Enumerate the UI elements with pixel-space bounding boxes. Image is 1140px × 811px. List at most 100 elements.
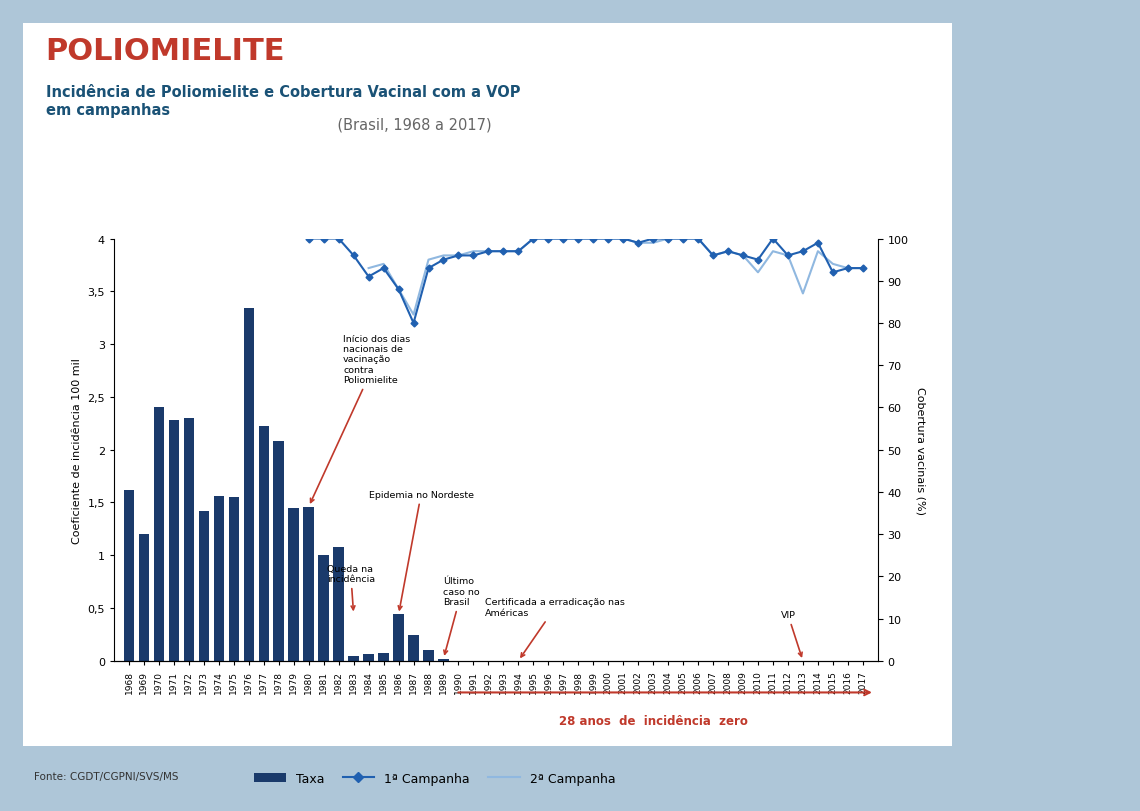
Text: (Brasil, 1968 a 2017): (Brasil, 1968 a 2017) — [46, 118, 491, 132]
Y-axis label: Coeficiente de incidência 100 mil: Coeficiente de incidência 100 mil — [72, 358, 82, 543]
2ª Campanha — [556, 234, 570, 244]
Bar — [333, 547, 344, 661]
Text: Início dos dias
nacionais de
vacinação
contra
Poliomielite: Início dos dias nacionais de vacinação c… — [310, 334, 410, 503]
Legend: Taxa, 1ª Campanha, 2ª Campanha: Taxa, 1ª Campanha, 2ª Campanha — [250, 766, 620, 790]
2ª Campanha — [512, 247, 526, 257]
Bar — [288, 508, 299, 661]
1ª Campanha — [392, 285, 406, 294]
2ª Campanha — [497, 247, 511, 257]
Bar — [169, 421, 179, 661]
Line: 1ª Campanha: 1ª Campanha — [307, 237, 865, 326]
2ª Campanha — [661, 234, 675, 244]
1ª Campanha — [466, 251, 480, 261]
1ª Campanha — [332, 234, 345, 244]
Line: 2ª Campanha: 2ª Campanha — [368, 239, 863, 315]
2ª Campanha — [437, 251, 450, 261]
1ª Campanha — [451, 251, 465, 261]
1ª Campanha — [361, 272, 375, 282]
1ª Campanha — [376, 264, 390, 273]
1ª Campanha — [317, 234, 331, 244]
1ª Campanha — [826, 268, 840, 278]
2ª Campanha — [796, 290, 809, 299]
1ª Campanha — [796, 247, 809, 257]
1ª Campanha — [422, 264, 435, 273]
Bar — [349, 655, 359, 661]
1ª Campanha — [586, 234, 600, 244]
1ª Campanha — [856, 264, 870, 273]
Y-axis label: Cobertura vacinais (%): Cobertura vacinais (%) — [915, 386, 926, 514]
Bar — [139, 534, 149, 661]
2ª Campanha — [481, 247, 495, 257]
2ª Campanha — [676, 234, 690, 244]
2ª Campanha — [722, 247, 735, 257]
2ª Campanha — [466, 247, 480, 257]
1ª Campanha — [661, 234, 675, 244]
1ª Campanha — [811, 238, 824, 248]
2ª Campanha — [751, 268, 765, 278]
Bar — [438, 659, 449, 661]
Bar — [318, 556, 329, 661]
Bar — [303, 507, 314, 661]
1ª Campanha — [736, 251, 750, 261]
2ª Campanha — [856, 264, 870, 273]
Bar — [393, 615, 404, 661]
Bar — [244, 309, 254, 661]
1ª Campanha — [481, 247, 495, 257]
1ª Campanha — [407, 319, 421, 328]
1ª Campanha — [676, 234, 690, 244]
2ª Campanha — [407, 311, 421, 320]
Bar — [213, 496, 225, 661]
Bar — [198, 511, 209, 661]
2ª Campanha — [811, 247, 824, 257]
Text: POLIOMIELITE: POLIOMIELITE — [46, 36, 285, 66]
2ª Campanha — [571, 234, 585, 244]
2ª Campanha — [766, 247, 780, 257]
1ª Campanha — [437, 255, 450, 265]
2ª Campanha — [451, 251, 465, 261]
Text: 28 anos  de  incidência  zero: 28 anos de incidência zero — [559, 714, 748, 727]
Text: VIP: VIP — [781, 611, 803, 657]
1ª Campanha — [571, 234, 585, 244]
1ª Campanha — [691, 234, 705, 244]
1ª Campanha — [781, 251, 795, 261]
2ª Campanha — [706, 251, 719, 261]
Bar — [154, 408, 164, 661]
1ª Campanha — [706, 251, 719, 261]
1ª Campanha — [347, 251, 360, 261]
2ª Campanha — [736, 251, 750, 261]
2ª Campanha — [586, 234, 600, 244]
Text: Certificada a erradicação nas
Américas: Certificada a erradicação nas Américas — [486, 598, 626, 657]
1ª Campanha — [512, 247, 526, 257]
Bar — [184, 418, 194, 661]
2ª Campanha — [691, 234, 705, 244]
Bar — [364, 654, 374, 661]
2ª Campanha — [826, 260, 840, 269]
Text: Queda na
incidência: Queda na incidência — [327, 564, 375, 610]
Text: Fonte: CGDT/CGPNI/SVS/MS: Fonte: CGDT/CGPNI/SVS/MS — [34, 770, 179, 780]
2ª Campanha — [542, 234, 555, 244]
Bar — [423, 650, 433, 661]
1ª Campanha — [527, 234, 540, 244]
1ª Campanha — [497, 247, 511, 257]
Text: Epidemia no Nordeste: Epidemia no Nordeste — [368, 490, 473, 610]
1ª Campanha — [646, 234, 660, 244]
1ª Campanha — [617, 234, 630, 244]
2ª Campanha — [422, 255, 435, 265]
Bar — [274, 442, 284, 661]
1ª Campanha — [722, 247, 735, 257]
2ª Campanha — [781, 251, 795, 261]
1ª Campanha — [302, 234, 316, 244]
2ª Campanha — [632, 238, 645, 248]
1ª Campanha — [751, 255, 765, 265]
Text: Incidência de Poliomielite e Cobertura Vacinal com a VOP
em campanhas: Incidência de Poliomielite e Cobertura V… — [46, 85, 520, 118]
2ª Campanha — [646, 238, 660, 248]
Bar — [408, 636, 418, 661]
1ª Campanha — [766, 234, 780, 244]
2ª Campanha — [392, 285, 406, 294]
1ª Campanha — [632, 238, 645, 248]
2ª Campanha — [376, 260, 390, 269]
2ª Campanha — [361, 264, 375, 273]
2ª Campanha — [841, 264, 855, 273]
1ª Campanha — [556, 234, 570, 244]
Bar — [378, 654, 389, 661]
